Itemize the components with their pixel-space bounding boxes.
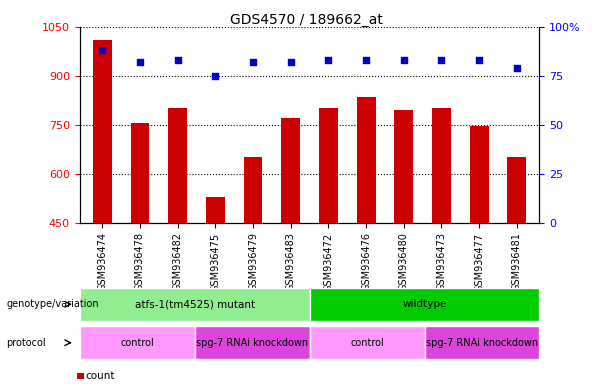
- Point: [474, 57, 484, 63]
- Bar: [243, 157, 262, 369]
- Text: GDS4570 / 189662_at: GDS4570 / 189662_at: [230, 13, 383, 27]
- Text: control: control: [120, 338, 154, 348]
- Bar: [168, 109, 187, 369]
- Point: [286, 59, 295, 65]
- Bar: [131, 123, 150, 369]
- Text: wildtype: wildtype: [402, 299, 447, 310]
- Bar: [470, 126, 489, 369]
- Text: protocol: protocol: [6, 338, 46, 348]
- Point: [361, 57, 371, 63]
- Bar: [319, 109, 338, 369]
- Bar: [93, 40, 112, 369]
- Point: [436, 57, 446, 63]
- Text: spg-7 RNAi knockdown: spg-7 RNAi knockdown: [196, 338, 308, 348]
- Point: [324, 57, 333, 63]
- Bar: [394, 110, 413, 369]
- Text: atfs-1(tm4525) mutant: atfs-1(tm4525) mutant: [135, 299, 254, 310]
- Point: [248, 59, 258, 65]
- Text: spg-7 RNAi knockdown: spg-7 RNAi knockdown: [426, 338, 538, 348]
- Bar: [432, 109, 451, 369]
- Bar: [281, 118, 300, 369]
- Point: [97, 47, 107, 53]
- Point: [210, 73, 220, 79]
- Text: count: count: [86, 371, 115, 381]
- Text: genotype/variation: genotype/variation: [6, 299, 99, 310]
- Point: [173, 57, 183, 63]
- Bar: [357, 97, 376, 369]
- Bar: [508, 157, 526, 369]
- Point: [399, 57, 409, 63]
- Point: [135, 59, 145, 65]
- Text: control: control: [350, 338, 384, 348]
- Bar: [206, 197, 225, 369]
- Point: [512, 65, 522, 71]
